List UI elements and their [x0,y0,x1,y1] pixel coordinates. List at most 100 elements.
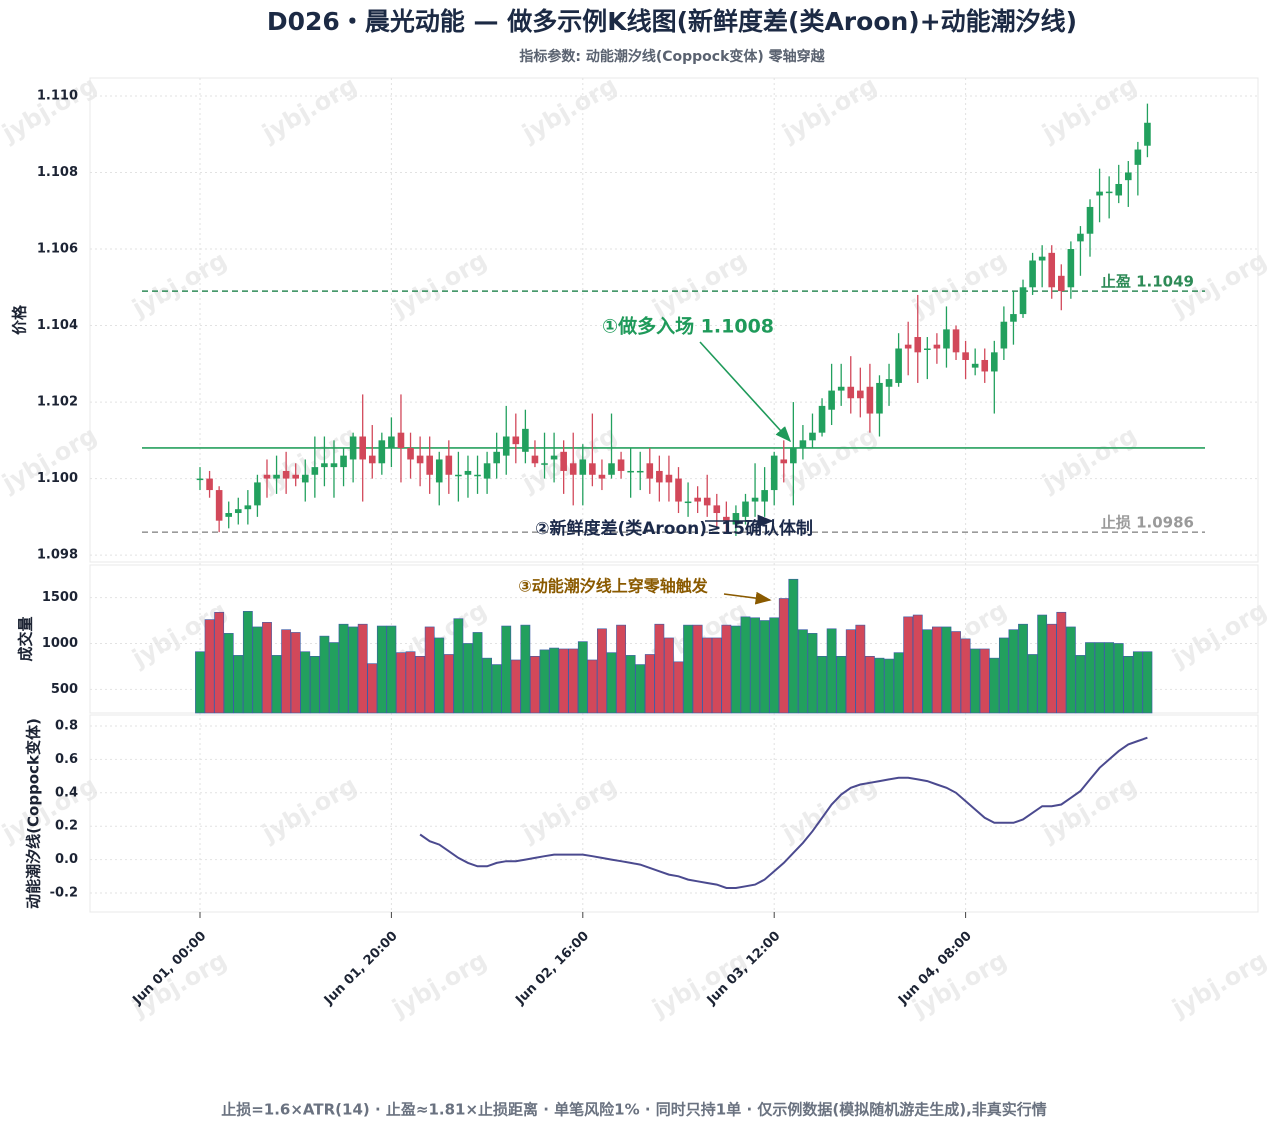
candle-body [627,470,634,473]
candle-body [1134,149,1142,165]
volume-bar [941,626,952,714]
volume-bar [1075,655,1086,714]
volume-bar [1056,611,1067,714]
candle-body [608,463,615,475]
volume-bar [443,654,454,714]
candle-body [311,467,319,475]
volume-bar [1123,655,1134,714]
annotation-arrow [699,341,792,443]
volume-bar [893,652,904,714]
volume-bar [1008,629,1019,714]
volume-bar [214,611,225,714]
volume-bar [664,637,674,714]
volume-bar [711,637,722,714]
candle-body [1115,183,1123,196]
watermark: jybj.org [1167,946,1269,1023]
candle-body [550,455,558,460]
volume-bar [740,616,751,714]
volume-bar [970,648,981,714]
y-axis-label: 动能潮汐线(Coppock变体) [25,718,43,909]
candle-body [1000,321,1008,349]
candle-body [914,337,922,353]
y-tick-label: 1.102 [37,395,78,410]
y-tick-label: 1.106 [37,242,78,257]
watermark: jybj.org [907,246,1012,323]
candle-body [723,516,730,521]
volume-bar [568,648,579,714]
volume-bar [309,655,320,714]
volume-bar [1037,614,1048,714]
volume-bar [807,633,818,714]
watermark: jybj.org [1037,71,1142,148]
candle-body [455,474,462,477]
watermark: jybj.org [0,71,101,148]
volume-bar [731,625,741,714]
volume-bar [1094,642,1105,714]
watermark: jybj.org [517,771,622,848]
volume-bar [587,659,598,714]
candle-body [234,509,242,514]
volume-bar [491,664,502,714]
indicator-line [419,736,1148,889]
volume-bar [271,655,282,714]
candle-body [1077,233,1084,242]
watermark: jybj.org [647,246,752,323]
volume-bar [826,628,837,714]
candle-body [828,390,835,410]
volume-bar [262,622,272,714]
chart-subtitle: 指标参数: 动能潮汐线(Coppock变体) 零轴穿越 [519,48,825,65]
volume-bar [434,637,445,714]
y-tick-label: 1.098 [37,548,78,563]
volume-bar [769,617,780,714]
candle-body [1058,275,1065,292]
watermark: jybj.org [127,246,232,323]
marks [142,103,1205,889]
candle-body [512,436,520,445]
panel-frame [89,714,1259,913]
volume-bar [721,624,732,714]
candle-body [330,463,338,468]
candle-body [857,390,864,399]
candle-body [560,451,567,471]
candle-body [445,455,453,475]
candle-body [464,470,472,475]
volume-bar [520,624,531,714]
volume-bar [1018,623,1028,714]
volume-bar [577,641,588,714]
footer: 止损=1.6×ATR(14) · 止盈≈1.81×止损距离 · 单笔风险1% ·… [221,1101,1047,1119]
y-tick-label: 0.2 [55,819,78,834]
candle-body [780,459,788,464]
volume-bar [998,637,1009,714]
candle-body [1029,260,1036,288]
candle-body [1096,191,1103,196]
volume-bar [405,651,416,714]
candle-body [981,359,989,372]
candle-body [943,329,950,349]
annotation-arrow [723,591,772,605]
y-tick-label: 0.8 [55,719,78,734]
candle-body [837,386,845,391]
candle-body [589,463,596,475]
annotation: ②新鲜度差(类Aroon)≥15确认体制 [535,518,813,539]
candle-body [904,344,912,349]
level-label: 止盈 1.1049 [1101,273,1194,291]
watermark: jybj.org [257,771,362,848]
volume-bar [750,617,760,714]
y-tick-label: 1.108 [37,165,78,180]
volume-bar [1046,623,1057,714]
candle-body [1048,252,1056,288]
y-axis-label: 价格 [11,304,29,335]
candle-body [1124,172,1132,181]
volume-bar [348,626,359,714]
candle-body [617,459,625,471]
candle-body [502,436,510,456]
volume-bar [616,624,626,714]
candle-body [713,505,721,514]
volume-bar [233,655,244,714]
volume-bar [281,629,292,714]
candle-body [474,474,481,477]
watermark: jybj.org [257,71,362,148]
candle-body [761,490,768,502]
candle-body [962,352,969,360]
candle-body [301,474,309,483]
